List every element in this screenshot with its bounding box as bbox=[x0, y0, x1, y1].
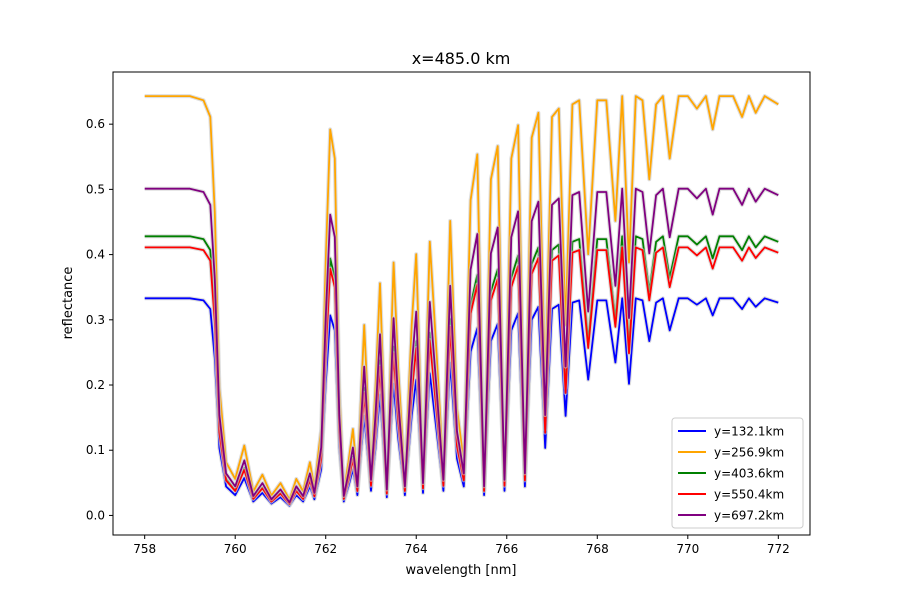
series-line bbox=[144, 187, 779, 504]
x-tick-label: 768 bbox=[586, 542, 609, 556]
legend: y=132.1km y=256.9km y=403.6km y=550.4km y=69… bbox=[671, 417, 804, 529]
x-tick-label: 762 bbox=[314, 542, 337, 556]
axes-layer: 758 760 762 764 766 768 770 772 0.0 0.1 0.2 0.3 0.4 0… bbox=[86, 117, 790, 556]
x-tick-label: 766 bbox=[495, 542, 518, 556]
legend-label: y=403.6km bbox=[714, 467, 784, 481]
plot-frame bbox=[112, 71, 811, 536]
x-tick-label: 764 bbox=[405, 542, 428, 556]
legend-box bbox=[671, 417, 804, 529]
legend-label: y=550.4km bbox=[714, 488, 784, 502]
legend-label: y=256.9km bbox=[714, 446, 784, 460]
y-tick-label: 0.3 bbox=[86, 313, 105, 327]
series-layer bbox=[144, 94, 780, 508]
x-axis-label: wavelength [nm] bbox=[406, 563, 517, 578]
y-tick-label: 0.2 bbox=[86, 378, 105, 392]
x-tick-label: 760 bbox=[224, 542, 247, 556]
x-tick-label: 772 bbox=[767, 542, 790, 556]
y-tick-label: 0.4 bbox=[86, 248, 105, 262]
x-tick-label: 770 bbox=[676, 542, 699, 556]
y-axis-label: reflectance bbox=[61, 267, 76, 340]
y-tick-label: 0.1 bbox=[86, 443, 105, 457]
y-tick-label: 0.6 bbox=[86, 117, 105, 131]
chart-title: x=485.0 km bbox=[412, 49, 511, 68]
y-tick-label: 0.0 bbox=[86, 508, 105, 522]
legend-label: y=697.2km bbox=[714, 509, 784, 523]
y-tick-label: 0.5 bbox=[86, 182, 105, 196]
legend-label: y=132.1km bbox=[714, 425, 784, 439]
x-tick-label: 758 bbox=[133, 542, 156, 556]
